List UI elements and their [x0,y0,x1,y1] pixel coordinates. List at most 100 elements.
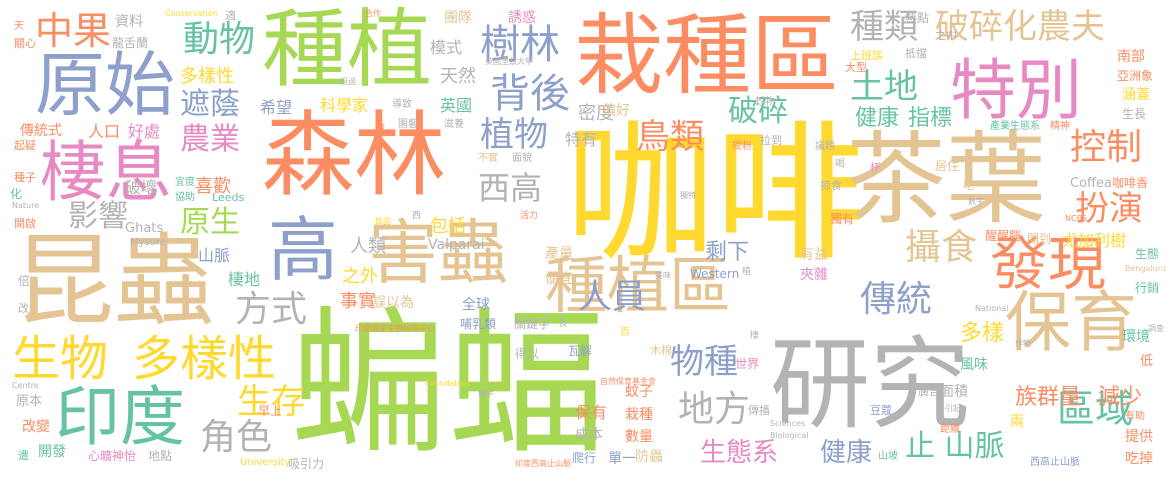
word: 獨特 [680,191,696,200]
word: 心曠神怡 [88,449,137,463]
word: 種植區 [545,249,732,322]
word: 方式 [235,289,308,330]
word: 印度國家生物科學中心 [355,324,435,333]
word: 風味 [960,357,988,373]
word: 亞洲象 [1117,69,1154,83]
word: 飲品 [375,217,391,226]
word: 生存 [237,382,305,422]
word: 成本 [575,427,603,443]
word: 過過 [340,77,356,86]
word: Sciences [770,419,806,428]
word: 之中 [935,29,957,42]
word: 密度 [578,103,614,124]
word: 掠食 [820,179,842,192]
word: 中果 [35,9,112,53]
word: 調查 [1148,324,1164,333]
word: 獨有 [830,212,855,226]
word: 開啟 [14,217,36,230]
word: 吃掉 [1125,451,1153,467]
word: 多樣 [960,321,1005,346]
word: 喜歡 [195,176,231,197]
word: 協助 [175,192,195,203]
word: 植 [742,267,752,277]
word: 高 [268,209,338,291]
word: 天然 [440,66,476,87]
word: 自然保育基金會 [600,377,656,386]
word: 產業 [990,121,1010,132]
word: 英國里茲大學 [485,57,533,66]
word: 作物 [1015,339,1031,348]
word: 穀物 [755,97,775,108]
word: 不實 [478,153,498,164]
word: 合作 [365,9,381,18]
word: 咖啡 [565,108,866,282]
word: 行銷 [1135,281,1160,295]
word: 健康 [820,438,873,468]
word: Ghats [125,221,164,236]
word: 尤加利樹 [1062,231,1127,250]
word: 生長 [1122,107,1147,121]
word: Foundation [425,379,470,388]
word: 導致 [392,99,412,110]
word: 破碎 [728,94,788,129]
word: 數量 [625,429,653,445]
word: Conservation [165,9,218,18]
word: Leeds [212,191,245,204]
word: 防蟲 [635,449,663,465]
word: 倍 [18,274,31,288]
word: 背後 [490,71,570,117]
word: 哺乳類 [460,317,497,331]
word: 引起 [945,404,961,413]
word: University [240,457,291,468]
word: 環境 [1122,329,1150,345]
word: 上班族 [850,49,883,62]
word: 關鍵字 [514,317,551,331]
word: Bengaluru [1125,264,1167,273]
word: 有益 [800,247,828,263]
word: 西高 [478,169,543,207]
word: 便宜 [545,271,573,287]
word: 生態 [1135,247,1160,261]
word: 爬行 [572,451,597,465]
word: 剩下 [705,240,750,265]
word: 保育 [1005,284,1137,361]
word: 數字 [968,197,984,206]
word: Coffea [1070,176,1112,191]
word: 兩 [1010,414,1024,430]
word: 間到 [1027,232,1052,246]
word: 農業 [180,122,240,157]
word: 早上 [258,404,283,418]
word: 喝 [835,159,845,170]
word: 宜度 [175,177,195,188]
word: 低 [1140,354,1154,369]
word: 偏好 [602,103,630,119]
word: 授粉 [732,141,752,152]
word: 原生 [180,205,240,240]
word: 物種 [670,342,738,382]
word: 園藝 [398,119,418,130]
word: 多樣性 [180,66,234,87]
word: 種植 [262,1,433,100]
word: 化 [10,187,23,201]
word: 提供 [1125,429,1153,445]
word: 居住 [935,159,960,173]
word: 杯 [870,163,880,174]
word: 發現 [990,230,1107,298]
word: 森林 [262,102,447,209]
word: 棲手 [478,389,494,398]
word: 生物 [12,331,109,387]
word: 吃 [963,179,974,192]
word: 滋養 [444,119,464,130]
word: 希望 [260,98,293,117]
word: 族群量 [1015,385,1082,410]
word: 人員 [578,277,646,317]
word: 廣告 [918,385,940,398]
word: 瓦解 [568,344,593,358]
word: 破碎化農夫 [935,7,1105,47]
word: 生態系 [1010,121,1040,132]
word: 遭 [18,449,29,462]
word: 距離 [940,424,960,435]
word: 害蟲 [368,212,508,294]
word: 大型 [845,61,867,74]
